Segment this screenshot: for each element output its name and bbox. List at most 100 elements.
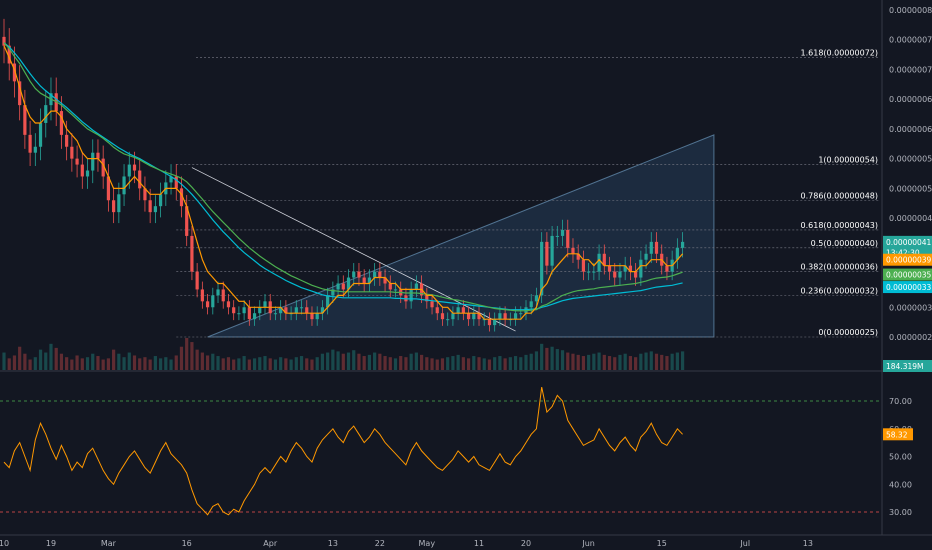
- volume-bar: [44, 352, 48, 370]
- volume-bar: [670, 353, 674, 370]
- volume-bar: [399, 356, 403, 370]
- volume-bar: [675, 352, 679, 370]
- candle-body: [284, 307, 288, 314]
- price-tag: [883, 253, 932, 266]
- volume-bar: [540, 343, 544, 370]
- volume-bar: [38, 349, 43, 370]
- volume-bar: [665, 356, 669, 370]
- candle-body: [80, 164, 84, 177]
- price-tag-label: 0.00000033: [886, 283, 932, 292]
- candle-body: [211, 295, 215, 308]
- candle-body: [472, 313, 476, 320]
- volume-bar: [226, 357, 231, 370]
- volume-bar: [247, 359, 251, 370]
- volume-bar: [2, 352, 6, 370]
- volume-bar: [681, 351, 685, 370]
- price-tick-label: 0.00000075: [889, 36, 932, 45]
- price-tick-label: 0.00000055: [889, 155, 932, 164]
- volume-bar: [112, 349, 116, 370]
- candle-body: [169, 176, 173, 183]
- candle-body: [555, 235, 559, 237]
- candle-body: [545, 241, 549, 266]
- candle-body: [273, 313, 278, 315]
- volume-bar: [96, 356, 100, 370]
- volume-bar: [242, 356, 246, 370]
- candle-body: [148, 200, 152, 213]
- time-tick-label: 13: [328, 539, 338, 548]
- candle-body: [153, 206, 157, 213]
- volume-bar: [117, 353, 121, 370]
- volume-bar: [106, 358, 110, 370]
- candle-body: [216, 289, 220, 296]
- candle-body: [477, 313, 481, 320]
- ema-medium-line: [3, 42, 683, 312]
- volume-bar: [482, 358, 486, 370]
- volume-bar: [49, 343, 53, 370]
- volume-bar: [367, 354, 371, 370]
- volume-bar: [174, 355, 178, 370]
- volume-bar: [430, 358, 434, 370]
- candle-body: [649, 241, 653, 254]
- volume-bar: [12, 355, 17, 370]
- volume-bar: [602, 354, 606, 370]
- volume-bar: [524, 354, 528, 370]
- time-tick-label: 10: [0, 539, 9, 548]
- candle-body: [644, 253, 648, 260]
- candle-body: [299, 307, 304, 309]
- volume-bar: [299, 356, 304, 370]
- volume-bar: [383, 356, 387, 370]
- candle-body: [7, 45, 11, 64]
- candle-body: [665, 265, 669, 272]
- candle-body: [331, 289, 335, 296]
- volume-bar: [393, 358, 398, 370]
- candle-body: [654, 241, 659, 254]
- candle-body: [581, 259, 586, 272]
- axes: 0.000000250.000000300.000000350.00000040…: [0, 6, 932, 548]
- volume-bar: [237, 358, 241, 370]
- ema-slow-line: [3, 42, 683, 311]
- volume-bar: [252, 358, 257, 370]
- volume-bar: [529, 353, 533, 370]
- volume-bar: [289, 359, 293, 370]
- candle-body: [205, 301, 210, 308]
- candle-body: [430, 301, 434, 308]
- volume-tag-label: 184.319M: [886, 362, 924, 371]
- candle-body: [185, 206, 189, 236]
- volume-bar: [101, 359, 105, 370]
- volume-bar: [263, 356, 267, 370]
- volume-bar: [477, 357, 481, 370]
- volume-bar: [164, 357, 168, 370]
- volume-bar: [550, 346, 554, 370]
- candle-body: [639, 259, 643, 278]
- volume-bar: [336, 351, 340, 370]
- volume-bar: [23, 353, 27, 370]
- candle-body: [493, 319, 497, 326]
- candle-body: [383, 277, 387, 284]
- volume-bar: [644, 352, 648, 370]
- volume-bar: [127, 352, 131, 370]
- volume-bar: [75, 355, 79, 370]
- volume-bar: [587, 354, 591, 370]
- rsi-tick-label: 40.00: [889, 480, 912, 489]
- volume-bar: [634, 357, 638, 370]
- volume-bar: [435, 359, 439, 370]
- candle-body: [310, 313, 314, 320]
- volume-bar: [232, 359, 236, 370]
- candle-body: [143, 188, 147, 201]
- volume-bar: [592, 353, 596, 370]
- candle-body: [252, 313, 257, 320]
- candle-body: [393, 289, 398, 291]
- rsi-pane[interactable]: [0, 386, 880, 516]
- volume-bar: [581, 356, 586, 370]
- candle-body: [232, 307, 236, 314]
- candle-body: [352, 271, 356, 278]
- time-tick-label: Mar: [101, 539, 117, 548]
- candle-body: [226, 301, 231, 308]
- volume-bar: [654, 353, 659, 370]
- candle-body: [566, 229, 570, 248]
- candle-body: [101, 158, 105, 177]
